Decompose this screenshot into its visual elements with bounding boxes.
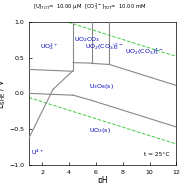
Text: UO$_2^{2+}$: UO$_2^{2+}$ [40,42,58,52]
Text: U$_3$O$_8$(s): U$_3$O$_8$(s) [89,82,114,91]
Text: UO$_2$(CO$_3$)$_3^{4-}$: UO$_2$(CO$_3$)$_3^{4-}$ [125,46,164,57]
Text: t = 25°C: t = 25°C [143,152,169,157]
Text: [U]$_\mathrm{TOT}$=  10.00 μM  [CO$_3^{2-}$]$_\mathrm{TOT}$=  10.00 mM: [U]$_\mathrm{TOT}$= 10.00 μM [CO$_3^{2-}… [33,1,147,12]
Text: UO$_2$CO$_3$: UO$_2$CO$_3$ [74,35,100,44]
X-axis label: pH: pH [97,176,108,183]
Text: U$^{4+}$: U$^{4+}$ [31,147,45,156]
Y-axis label: E$_\mathrm{SHE}$ / V: E$_\mathrm{SHE}$ / V [0,78,8,109]
Text: UO$_2$(CO$_3$)$_2^{2-}$: UO$_2$(CO$_3$)$_2^{2-}$ [85,42,124,52]
Text: UO$_2$(s): UO$_2$(s) [89,126,111,135]
